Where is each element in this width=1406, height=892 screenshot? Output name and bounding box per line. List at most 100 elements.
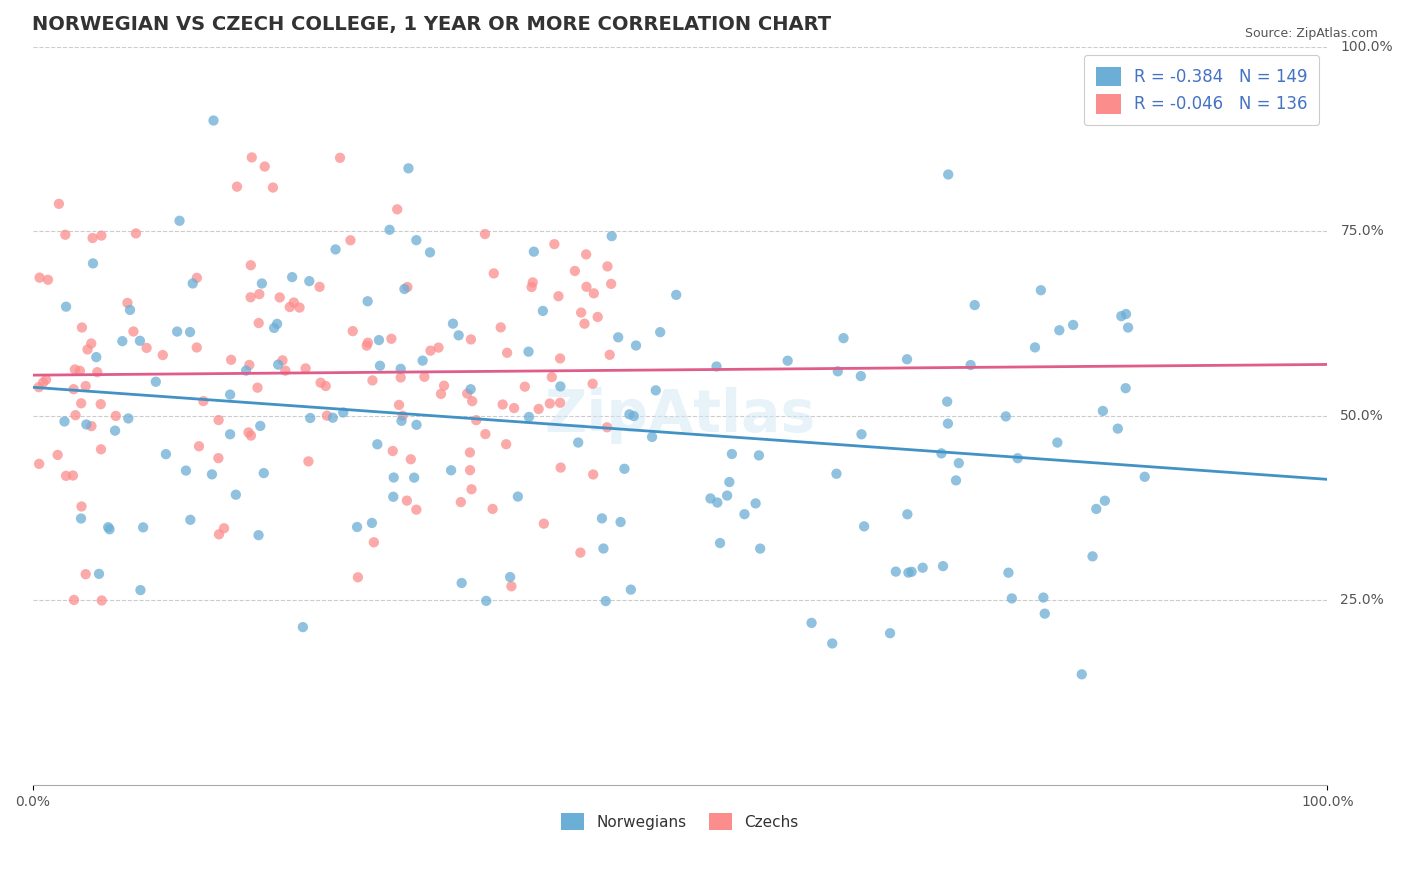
Norwegians <box>75 417 97 432</box>
Norwegians <box>911 560 934 574</box>
Czechs <box>240 150 263 164</box>
Norwegians <box>853 519 876 533</box>
Norwegians <box>70 511 93 525</box>
Text: 50.0%: 50.0% <box>1340 409 1384 423</box>
Czechs <box>226 179 249 194</box>
Czechs <box>80 336 103 351</box>
Norwegians <box>201 467 224 482</box>
Czechs <box>90 228 112 243</box>
Czechs <box>80 419 103 434</box>
Norwegians <box>181 277 204 291</box>
Czechs <box>135 341 157 355</box>
Norwegians <box>84 350 107 364</box>
Norwegians <box>132 520 155 534</box>
Norwegians <box>531 304 554 318</box>
Norwegians <box>1081 549 1104 564</box>
Norwegians <box>249 418 271 433</box>
Czechs <box>262 180 284 194</box>
Czechs <box>253 160 276 174</box>
Czechs <box>396 280 419 294</box>
Norwegians <box>936 168 959 182</box>
Norwegians <box>1091 404 1114 418</box>
Czechs <box>574 317 596 331</box>
Norwegians <box>405 417 427 432</box>
Norwegians <box>346 520 368 534</box>
Czechs <box>75 379 97 393</box>
Czechs <box>76 343 98 357</box>
Czechs <box>269 290 291 304</box>
Norwegians <box>382 490 405 504</box>
Czechs <box>482 267 505 281</box>
Czechs <box>55 468 77 483</box>
Norwegians <box>607 330 630 344</box>
Czechs <box>520 280 543 294</box>
Czechs <box>460 482 482 496</box>
Czechs <box>599 348 621 362</box>
Czechs <box>550 460 572 475</box>
Norwegians <box>832 331 855 345</box>
Czechs <box>316 409 339 423</box>
Czechs <box>239 258 262 272</box>
Czechs <box>207 451 229 466</box>
Czechs <box>117 296 139 310</box>
Czechs <box>294 361 316 376</box>
Norwegians <box>821 636 844 650</box>
Norwegians <box>394 282 416 296</box>
Norwegians <box>567 435 589 450</box>
Norwegians <box>932 559 955 574</box>
Norwegians <box>378 223 401 237</box>
Czechs <box>342 324 364 338</box>
Czechs <box>564 264 586 278</box>
Norwegians <box>800 615 823 630</box>
Norwegians <box>250 277 273 291</box>
Czechs <box>391 409 413 423</box>
Czechs <box>63 362 86 376</box>
Norwegians <box>98 522 121 536</box>
Norwegians <box>619 408 641 422</box>
Norwegians <box>748 449 770 463</box>
Norwegians <box>879 626 901 640</box>
Legend: Norwegians, Czechs: Norwegians, Czechs <box>555 806 804 837</box>
Czechs <box>548 351 571 366</box>
Norwegians <box>709 536 731 550</box>
Norwegians <box>644 384 666 398</box>
Czechs <box>533 516 555 531</box>
Norwegians <box>592 541 614 556</box>
Czechs <box>239 428 262 442</box>
Norwegians <box>506 490 529 504</box>
Norwegians <box>391 414 413 428</box>
Czechs <box>70 500 93 514</box>
Norwegians <box>460 382 482 396</box>
Norwegians <box>298 274 321 288</box>
Norwegians <box>169 213 191 227</box>
Norwegians <box>936 394 959 409</box>
Czechs <box>122 325 145 339</box>
Norwegians <box>179 325 201 339</box>
Norwegians <box>235 363 257 377</box>
Norwegians <box>896 508 918 522</box>
Norwegians <box>225 488 247 502</box>
Norwegians <box>263 321 285 335</box>
Norwegians <box>624 338 647 352</box>
Czechs <box>538 396 561 410</box>
Czechs <box>575 247 598 261</box>
Text: ZipAtlas: ZipAtlas <box>544 387 815 444</box>
Czechs <box>28 380 51 394</box>
Czechs <box>582 286 605 301</box>
Czechs <box>62 382 84 396</box>
Czechs <box>450 495 472 509</box>
Czechs <box>238 425 260 440</box>
Czechs <box>247 287 270 301</box>
Czechs <box>208 527 231 541</box>
Norwegians <box>1115 307 1137 321</box>
Norwegians <box>1133 470 1156 484</box>
Text: 100.0%: 100.0% <box>1340 39 1393 54</box>
Norwegians <box>744 496 766 510</box>
Czechs <box>315 379 337 393</box>
Norwegians <box>247 528 270 542</box>
Czechs <box>219 352 242 367</box>
Czechs <box>82 231 104 245</box>
Czechs <box>347 570 370 584</box>
Czechs <box>481 502 503 516</box>
Text: NORWEGIAN VS CZECH COLLEGE, 1 YEAR OR MORE CORRELATION CHART: NORWEGIAN VS CZECH COLLEGE, 1 YEAR OR MO… <box>32 15 831 34</box>
